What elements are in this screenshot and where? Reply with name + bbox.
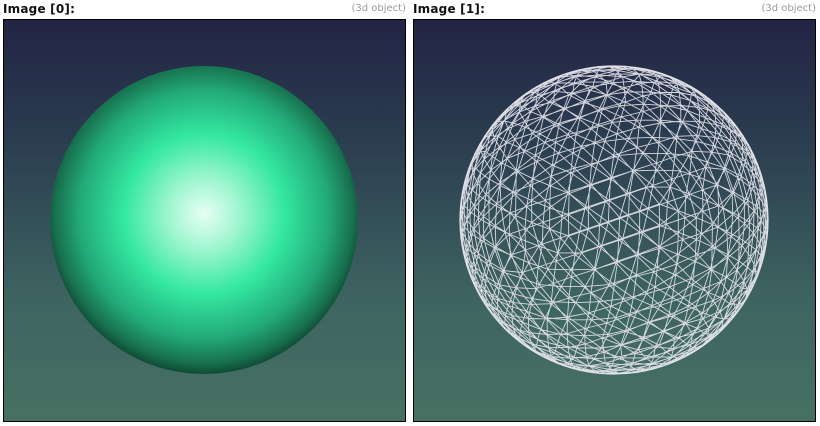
wireframe-outline bbox=[459, 65, 769, 375]
wireframe-sphere-render bbox=[459, 65, 769, 375]
3d-viewport-0[interactable] bbox=[3, 19, 406, 422]
image-header-1: Image [1]: (3d object) bbox=[413, 0, 816, 19]
wireframe-mesh bbox=[459, 66, 769, 374]
image-panel-1: Image [1]: (3d object) bbox=[413, 0, 816, 426]
3d-viewport-1[interactable] bbox=[413, 19, 816, 422]
solid-sphere bbox=[50, 66, 358, 374]
image-subtitle-1: (3d object) bbox=[761, 3, 816, 14]
image-subtitle-0: (3d object) bbox=[351, 3, 406, 14]
image-panel-0: Image [0]: (3d object) bbox=[3, 0, 406, 426]
image-header-0: Image [0]: (3d object) bbox=[3, 0, 406, 19]
solid-sphere-render bbox=[50, 66, 358, 374]
image-title-1: Image [1]: bbox=[413, 2, 486, 16]
image-title-0: Image [0]: bbox=[3, 2, 76, 16]
